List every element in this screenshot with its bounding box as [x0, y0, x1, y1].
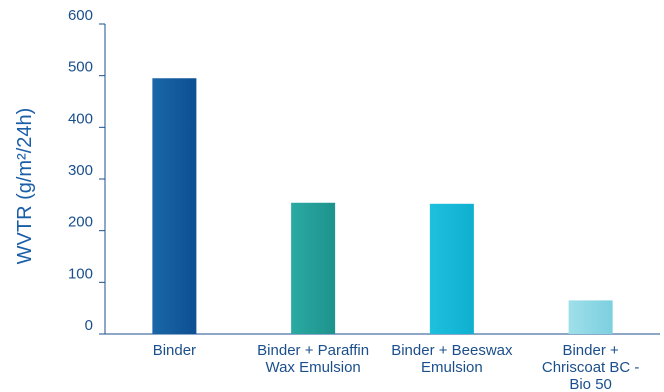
x-category-label-line: Chriscoat BC - — [542, 359, 640, 376]
y-tick-label: 600 — [68, 7, 93, 24]
y-tick-label: 500 — [68, 59, 93, 76]
x-category-label: Binder — [153, 342, 196, 359]
bars — [152, 78, 613, 334]
x-category-label-line: Wax Emulsion — [265, 359, 360, 376]
x-category-label-line: Binder + Beeswax — [391, 342, 513, 359]
x-category-label-line: Bio 50 — [569, 376, 612, 392]
x-category-label-line: Binder — [153, 342, 196, 359]
bar — [291, 202, 336, 334]
x-category-label-line: Emulsion — [421, 359, 483, 376]
bar — [429, 203, 474, 334]
x-category-label: Binder + Paraffin Wax Emulsion — [257, 342, 369, 376]
bar — [568, 300, 613, 334]
category-labels: Binder Binder + Paraffin Wax EmulsionBinde… — [153, 342, 640, 392]
y-axis-title: WVTR (g/m²/24h) — [14, 108, 36, 265]
x-category-label-line: Binder + — [562, 342, 619, 359]
x-category-label: Binder + Beeswax Emulsion — [391, 342, 513, 376]
y-tick-label: 300 — [68, 162, 93, 179]
y-tick-label: 200 — [68, 214, 93, 231]
x-category-label-line: Binder + Paraffin — [257, 342, 369, 359]
y-axis: 0 100 200 300 400 500 600 — [68, 7, 106, 335]
x-category-label: Binder + Chriscoat BC -Bio 50 — [542, 342, 640, 392]
y-tick-label: 400 — [68, 110, 93, 127]
y-tick-label: 0 — [85, 317, 93, 334]
bar — [152, 78, 197, 334]
y-tick-label: 100 — [68, 265, 93, 282]
